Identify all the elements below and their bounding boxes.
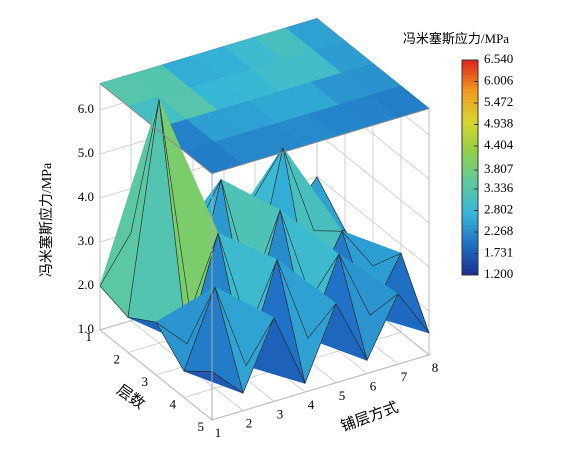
x-tick-label: 3 <box>277 406 284 421</box>
z-axis-label: 冯米塞斯应力/MPa <box>38 162 55 277</box>
colorbar-segment <box>462 214 478 219</box>
y-tick-label: 5 <box>198 419 205 434</box>
x-axis-label: 铺层方式 <box>339 399 401 436</box>
colorbar-segment <box>462 210 478 215</box>
colorbar-tick-label: 1.200 <box>484 266 513 281</box>
colorbar-segment <box>462 260 478 265</box>
colorbar-segment <box>462 67 478 72</box>
colorbar-segment <box>462 199 478 204</box>
colorbar-segment <box>462 103 478 108</box>
colorbar-segment <box>462 88 478 93</box>
colorbar-segment <box>462 171 478 176</box>
x-tick-label: 4 <box>308 397 315 412</box>
colorbar-segment <box>462 138 478 143</box>
colorbar-segment <box>462 174 478 179</box>
surface-edge <box>183 286 244 394</box>
colorbar-segment <box>462 92 478 97</box>
colorbar-segment <box>462 189 478 194</box>
colorbar-segment <box>462 113 478 118</box>
grid-line <box>211 108 430 421</box>
colorbar-segment <box>462 117 478 122</box>
colorbar-segment <box>462 224 478 229</box>
colorbar-segment <box>462 228 478 233</box>
colorbar-tick-label: 2.268 <box>484 223 513 238</box>
colorbar-segment <box>462 192 478 197</box>
colorbar-segment <box>462 160 478 165</box>
colorbar-tick-label: 4.938 <box>484 115 513 130</box>
colorbar-segment <box>462 221 478 226</box>
colorbar-tick-label: 6.006 <box>484 72 514 87</box>
z-tick-label: 4.0 <box>78 189 94 204</box>
colorbar-segment <box>462 185 478 190</box>
z-tick-label: 3.0 <box>78 233 94 248</box>
colorbar-tick-label: 3.807 <box>484 161 514 176</box>
z-tick-label: 5.0 <box>78 145 94 160</box>
y-tick-label: 1 <box>86 329 93 344</box>
z-tick-label: 2.0 <box>78 277 94 292</box>
colorbar-segment <box>462 106 478 111</box>
x-tick-label: 6 <box>370 378 377 393</box>
colorbar-segment <box>462 77 478 82</box>
colorbar-tick-label: 3.336 <box>484 180 514 195</box>
colorbar-segment <box>462 257 478 262</box>
colorbar-segment <box>462 95 478 100</box>
colorbar-tick-label: 6.540 <box>484 51 513 66</box>
colorbar-segment <box>462 63 478 68</box>
colorbar-segment <box>462 232 478 237</box>
y-tick-label: 4 <box>170 396 177 411</box>
colorbar-segment <box>462 135 478 140</box>
colorbar-segment <box>462 249 478 254</box>
colorbar-segment <box>462 156 478 161</box>
colorbar-segment <box>462 149 478 154</box>
x-tick-label: 8 <box>432 360 439 375</box>
grid-line <box>183 86 402 398</box>
colorbar-title: 冯米塞斯应力/MPa <box>403 31 509 46</box>
x-tick-label: 1 <box>215 425 222 440</box>
colorbar-segment <box>462 271 478 276</box>
colorbar-segment <box>462 110 478 115</box>
colorbar-frame <box>461 59 479 276</box>
colorbar-segment <box>462 146 478 151</box>
colorbar-segment <box>462 203 478 208</box>
colorbar-segment <box>462 206 478 211</box>
colorbar-segment <box>462 246 478 251</box>
colorbar-segment <box>462 235 478 240</box>
colorbar-tick-label: 4.404 <box>484 137 514 152</box>
colorbar-tick-label: 5.472 <box>484 94 513 109</box>
z-tick-label: 6.0 <box>78 101 94 116</box>
x-tick-label: 7 <box>401 369 408 384</box>
colorbar-segment <box>462 181 478 186</box>
colorbar-segment <box>462 131 478 136</box>
colorbar-segment <box>462 253 478 258</box>
colorbar-segment <box>462 196 478 201</box>
colorbar-segment <box>462 128 478 133</box>
colorbar-segment <box>462 70 478 75</box>
y-tick-label: 2 <box>114 351 121 366</box>
y-tick-label: 3 <box>142 374 149 389</box>
colorbar-segment <box>462 142 478 147</box>
colorbar-segment <box>462 267 478 272</box>
colorbar-segment <box>462 120 478 125</box>
colorbar-segment <box>462 167 478 172</box>
x-tick-label: 2 <box>246 416 253 431</box>
colorbar-segment <box>462 239 478 244</box>
colorbar-segment <box>462 217 478 222</box>
colorbar-segment <box>462 153 478 158</box>
colorbar-tick-label: 2.802 <box>484 201 513 216</box>
colorbar-segment <box>462 99 478 104</box>
colorbar-tick-label: 1.731 <box>484 245 513 260</box>
colorbar-segment <box>462 124 478 129</box>
colorbar-segment <box>462 74 478 79</box>
colorbar-segment <box>462 163 478 168</box>
colorbar-segment <box>462 178 478 183</box>
z-tick-label: 1.0 <box>78 321 94 336</box>
colorbar-segment <box>462 242 478 247</box>
colorbar-segment <box>462 264 478 269</box>
x-tick-label: 5 <box>339 388 346 403</box>
colorbar-segment <box>462 85 478 90</box>
colorbar-segment <box>462 81 478 86</box>
colorbar-segment <box>462 60 478 65</box>
